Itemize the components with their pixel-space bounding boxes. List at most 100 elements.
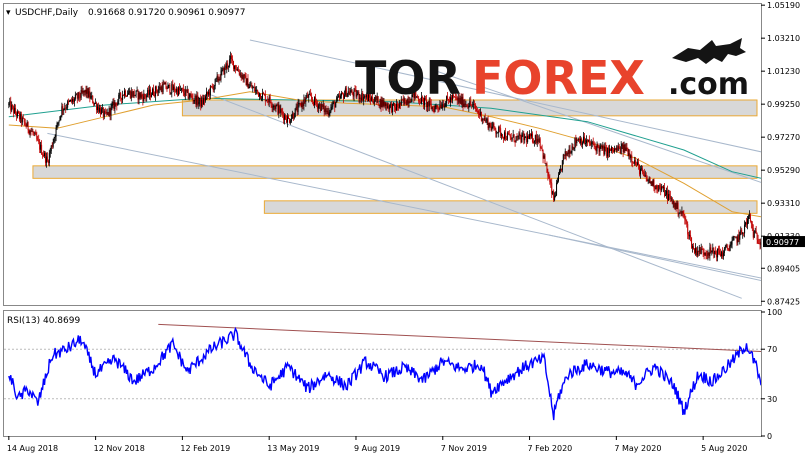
candle-body — [37, 139, 39, 141]
candle-body — [611, 147, 613, 151]
candle-body — [629, 153, 631, 159]
candle-body — [494, 126, 496, 130]
candle-body — [554, 195, 556, 201]
candle-body — [126, 94, 128, 97]
candle-body — [283, 114, 285, 120]
candle-body — [226, 63, 228, 69]
candle-body — [469, 101, 471, 107]
candle-body — [222, 67, 224, 71]
candle-body — [307, 94, 309, 98]
candle-body — [430, 103, 432, 109]
candle-body — [706, 255, 708, 257]
candle-body — [682, 211, 684, 215]
candle-body — [395, 103, 397, 111]
candle-body — [298, 103, 300, 104]
candle-body — [641, 168, 643, 172]
candle-body — [225, 65, 227, 69]
candle-body — [398, 102, 400, 108]
candle-body — [563, 154, 565, 156]
candle-body — [546, 163, 548, 173]
candle-body — [511, 137, 513, 140]
candle-body — [230, 55, 232, 60]
candle-body — [700, 248, 702, 254]
candle-body — [23, 118, 25, 123]
candle-body — [498, 127, 500, 133]
candle-body — [270, 102, 272, 106]
candle-body — [444, 106, 446, 108]
candle-body — [8, 103, 10, 105]
candle-body — [326, 110, 328, 112]
candle-body — [109, 108, 111, 116]
candle-body — [15, 108, 17, 114]
candle-body — [433, 108, 435, 112]
candle-body — [594, 146, 596, 148]
candle-body — [62, 106, 64, 111]
candle-body — [233, 65, 235, 69]
candle-body — [735, 237, 737, 239]
candle-body — [116, 103, 118, 106]
candle-body — [579, 138, 581, 144]
candle-body — [648, 178, 650, 180]
candle-body — [233, 60, 235, 69]
candle-body — [567, 153, 569, 155]
trendline-5 — [548, 234, 761, 282]
candle-body — [260, 98, 262, 100]
candle-body — [620, 146, 622, 154]
candle-body — [341, 93, 343, 96]
candle-body — [464, 103, 466, 105]
candle-body — [370, 97, 372, 101]
candle-body — [296, 106, 298, 112]
candle-body — [26, 122, 28, 127]
candle-body — [704, 252, 706, 255]
candle-body — [107, 112, 109, 116]
candle-body — [41, 144, 43, 155]
candle-body — [756, 233, 758, 240]
candle-body — [158, 86, 160, 90]
candle-body — [410, 101, 412, 103]
candle-body — [378, 105, 380, 107]
candle-body — [355, 89, 357, 97]
candle-body — [685, 219, 687, 221]
candle-body — [509, 135, 511, 138]
candle-body — [638, 162, 640, 165]
candle-body — [660, 187, 662, 191]
candle-body — [292, 113, 294, 119]
candle-body — [104, 111, 106, 112]
candle-body — [680, 212, 682, 214]
candle-body — [724, 246, 726, 249]
candle-body — [162, 83, 164, 92]
candle-body — [598, 147, 600, 152]
candle-body — [31, 131, 33, 132]
candle-body — [606, 147, 608, 157]
candle-body — [540, 146, 542, 149]
candle-body — [114, 102, 116, 110]
candle-body — [630, 155, 632, 159]
candle-body — [553, 191, 555, 201]
candle-body — [451, 95, 453, 100]
candle-body — [84, 89, 86, 93]
candle-body — [160, 86, 162, 90]
candle-body — [17, 111, 19, 117]
candle-body — [38, 139, 40, 142]
candle-body — [345, 88, 347, 97]
candle-body — [573, 147, 575, 149]
candle-body — [111, 104, 113, 107]
candle-body — [496, 133, 498, 134]
candle-body — [289, 121, 291, 123]
candle-body — [654, 188, 656, 189]
candle-body — [419, 101, 421, 103]
candle-body — [12, 105, 14, 107]
candle-body — [164, 82, 166, 85]
candle-body — [70, 99, 72, 102]
candle-body — [352, 93, 354, 97]
candle-body — [319, 104, 321, 111]
candle-body — [227, 63, 229, 68]
candle-body — [557, 181, 559, 183]
candle-body — [125, 90, 127, 97]
candle-body — [459, 97, 461, 103]
candle-body — [384, 101, 386, 106]
candle-body — [86, 88, 88, 94]
candle-body — [123, 95, 125, 96]
candle-body — [397, 107, 399, 108]
candle-body — [253, 87, 255, 88]
